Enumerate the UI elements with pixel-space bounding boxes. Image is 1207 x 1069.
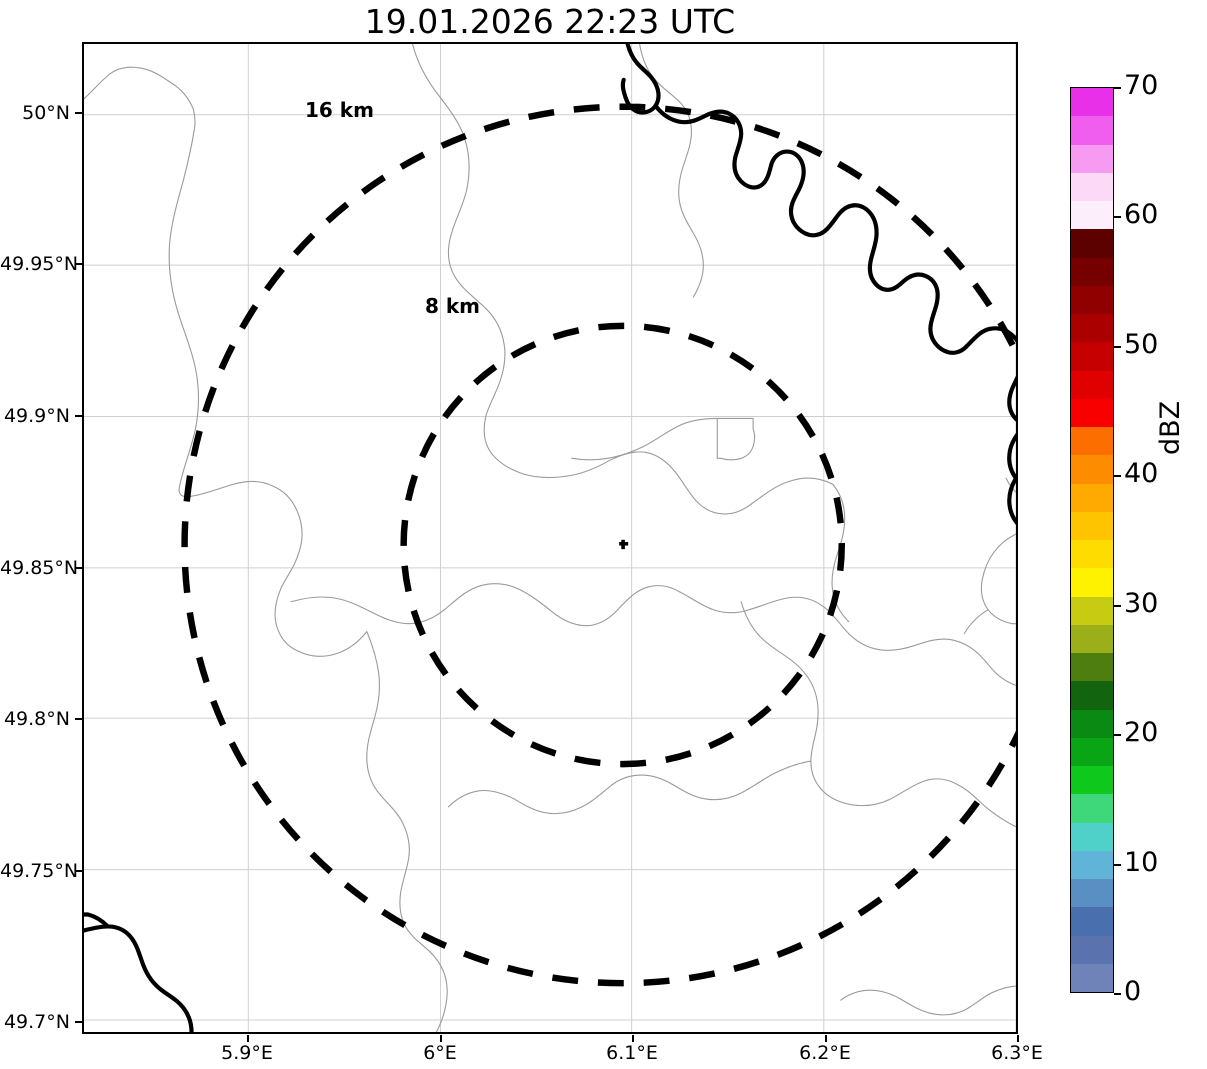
colorbar-band [1071, 370, 1113, 399]
y-tickmark [75, 870, 82, 872]
colorbar-band [1071, 257, 1113, 286]
colorbar-band [1071, 342, 1113, 371]
map-canvas [84, 44, 1016, 1032]
colorbar-tickmark [1114, 346, 1121, 348]
colorbar-tickmark [1114, 993, 1121, 995]
colorbar-band [1071, 398, 1113, 427]
colorbar[interactable] [1070, 87, 1114, 993]
colorbar-band [1071, 427, 1113, 456]
colorbar-band [1071, 285, 1113, 314]
colorbar-band [1071, 201, 1113, 230]
colorbar-tickmark [1114, 605, 1121, 607]
colorbar-band [1071, 229, 1113, 258]
colorbar-tick-label: 40 [1124, 458, 1159, 489]
x-tickmark [825, 1035, 827, 1042]
colorbar-band [1071, 568, 1113, 597]
x-tickmark [440, 1035, 442, 1042]
y-tickmark [75, 1021, 82, 1023]
y-tickmark [75, 415, 82, 417]
y-axis-tick-label: 49.85°N [0, 557, 79, 579]
x-axis-tick-label: 5.9°E [221, 1042, 273, 1064]
colorbar-tick-label: 10 [1124, 847, 1159, 878]
colorbar-band [1071, 850, 1113, 879]
colorbar-tickmark [1114, 87, 1121, 89]
colorbar-band [1071, 116, 1113, 145]
colorbar-band [1071, 907, 1113, 936]
y-axis-tick-label: 49.95°N [0, 253, 79, 275]
national-border [84, 44, 1016, 1032]
y-axis-tick-label: 49.75°N [0, 860, 79, 882]
colorbar-band [1071, 879, 1113, 908]
colorbar-band [1071, 766, 1113, 795]
radar-site-marker [619, 539, 629, 550]
colorbar-band [1071, 681, 1113, 710]
colorbar-band [1071, 794, 1113, 823]
range-ring-label-8km: 8 km [425, 294, 481, 318]
colorbar-tick-label: 20 [1124, 717, 1159, 748]
colorbar-tickmark [1114, 216, 1121, 218]
colorbar-band [1071, 144, 1113, 173]
colorbar-tickmark [1114, 864, 1121, 866]
y-tickmark [75, 567, 82, 569]
colorbar-band [1071, 653, 1113, 682]
x-tickmark [632, 1035, 634, 1042]
colorbar-band [1071, 709, 1113, 738]
y-axis-tick-label: 50°N [22, 102, 70, 124]
colorbar-band [1071, 540, 1113, 569]
colorbar-band [1071, 963, 1113, 992]
range-ring-16km [181, 103, 1016, 987]
y-tickmark [75, 263, 82, 265]
x-tickmark [1017, 1035, 1019, 1042]
colorbar-tick-label: 50 [1124, 329, 1159, 360]
y-axis-tick-label: 49.7°N [3, 1011, 70, 1033]
colorbar-band [1071, 172, 1113, 201]
colorbar-tickmark [1114, 734, 1121, 736]
colorbar-band [1071, 822, 1113, 851]
y-axis-tick-label: 49.8°N [3, 708, 70, 730]
colorbar-band [1071, 314, 1113, 343]
colorbar-tick-label: 0 [1124, 976, 1142, 1007]
colorbar-band [1071, 88, 1113, 117]
colorbar-tick-label: 30 [1124, 588, 1159, 619]
x-axis-tick-label: 6.3°E [991, 1042, 1043, 1064]
range-ring-label-16km: 16 km [305, 98, 374, 122]
x-tickmark [247, 1035, 249, 1042]
colorbar-tick-label: 70 [1124, 70, 1159, 101]
colorbar-band [1071, 935, 1113, 964]
colorbar-tickmark [1114, 475, 1121, 477]
y-tickmark [75, 718, 82, 720]
x-axis-tick-label: 6.2°E [799, 1042, 851, 1064]
radar-map-axes[interactable] [82, 42, 1018, 1034]
colorbar-band [1071, 455, 1113, 484]
colorbar-band [1071, 511, 1113, 540]
colorbar-band [1071, 737, 1113, 766]
colorbar-tick-label: 60 [1124, 199, 1159, 230]
x-axis-tick-label: 6.1°E [606, 1042, 658, 1064]
admin-boundaries [84, 44, 1016, 1032]
colorbar-band [1071, 596, 1113, 625]
y-tickmark [75, 112, 82, 114]
page-title: 19.01.2026 22:23 UTC [364, 2, 736, 41]
gridlines [84, 44, 1016, 1032]
y-axis-tick-label: 49.9°N [3, 405, 70, 427]
colorbar-axis-label: dBZ [1155, 400, 1186, 455]
colorbar-band [1071, 624, 1113, 653]
x-axis-tick-label: 6°E [423, 1042, 457, 1064]
colorbar-band [1071, 483, 1113, 512]
range-ring-8km [400, 322, 845, 768]
